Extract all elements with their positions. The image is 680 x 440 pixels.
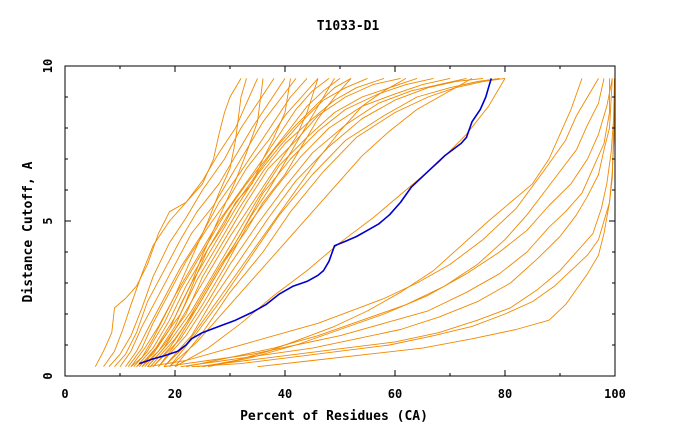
x-tick-label: 60 (388, 387, 402, 401)
model-line-35 (257, 78, 616, 368)
model-line-3 (108, 78, 275, 367)
model-line-28 (169, 78, 473, 368)
y-tick-label: 5 (41, 217, 55, 224)
y-axis-ticks: 0 5 10 (41, 59, 615, 380)
model-line-17 (158, 77, 467, 367)
x-tick-label: 40 (278, 387, 292, 401)
model-line-12 (141, 77, 385, 367)
x-tick-label: 100 (604, 387, 626, 401)
y-axis-label: Distance Cutoff, A (21, 161, 36, 302)
x-tick-label: 0 (61, 387, 68, 401)
model-line-20 (174, 77, 506, 367)
model-line-30 (147, 78, 599, 368)
model-line-22 (147, 78, 319, 367)
highlight-line-layer (139, 78, 493, 365)
model-line-31 (163, 78, 610, 368)
model-line-23 (136, 78, 264, 368)
model-line-8 (130, 78, 330, 367)
y-tick-label: 0 (41, 372, 55, 379)
x-tick-label: 20 (168, 387, 182, 401)
model-line-38 (207, 78, 613, 368)
chart-title: T1033-D1 (317, 19, 380, 34)
model-line-1 (94, 78, 242, 367)
model-line-11 (138, 77, 368, 367)
highlight-line (139, 78, 493, 365)
model-line-14 (147, 77, 418, 367)
y-tick-label: 10 (41, 59, 55, 73)
model-line-33 (196, 78, 615, 368)
model-line-18 (163, 77, 484, 367)
model-line-29 (174, 78, 506, 368)
model-line-36 (185, 78, 605, 368)
model-line-24 (152, 78, 335, 367)
model-line-32 (180, 78, 613, 368)
model-line-16 (152, 77, 451, 368)
model-line-21 (141, 78, 291, 368)
x-axis-label: Percent of Residues (CA) (240, 409, 428, 424)
model-line-19 (169, 77, 500, 367)
model-line-5 (119, 78, 297, 367)
model-line-7 (127, 78, 319, 367)
model-line-15 (149, 77, 434, 367)
model-line-26 (130, 78, 247, 368)
model-line-13 (144, 77, 401, 367)
model-line-4 (114, 78, 286, 367)
model-line-2 (103, 78, 258, 367)
model-line-27 (163, 78, 407, 368)
model-line-37 (202, 78, 583, 368)
x-axis-ticks: 0 20 40 60 80 100 (61, 66, 626, 401)
model-line-25 (158, 78, 352, 367)
model-line-34 (191, 78, 616, 368)
model-line-6 (125, 78, 308, 367)
x-tick-label: 80 (498, 387, 512, 401)
model-lines (94, 77, 616, 368)
